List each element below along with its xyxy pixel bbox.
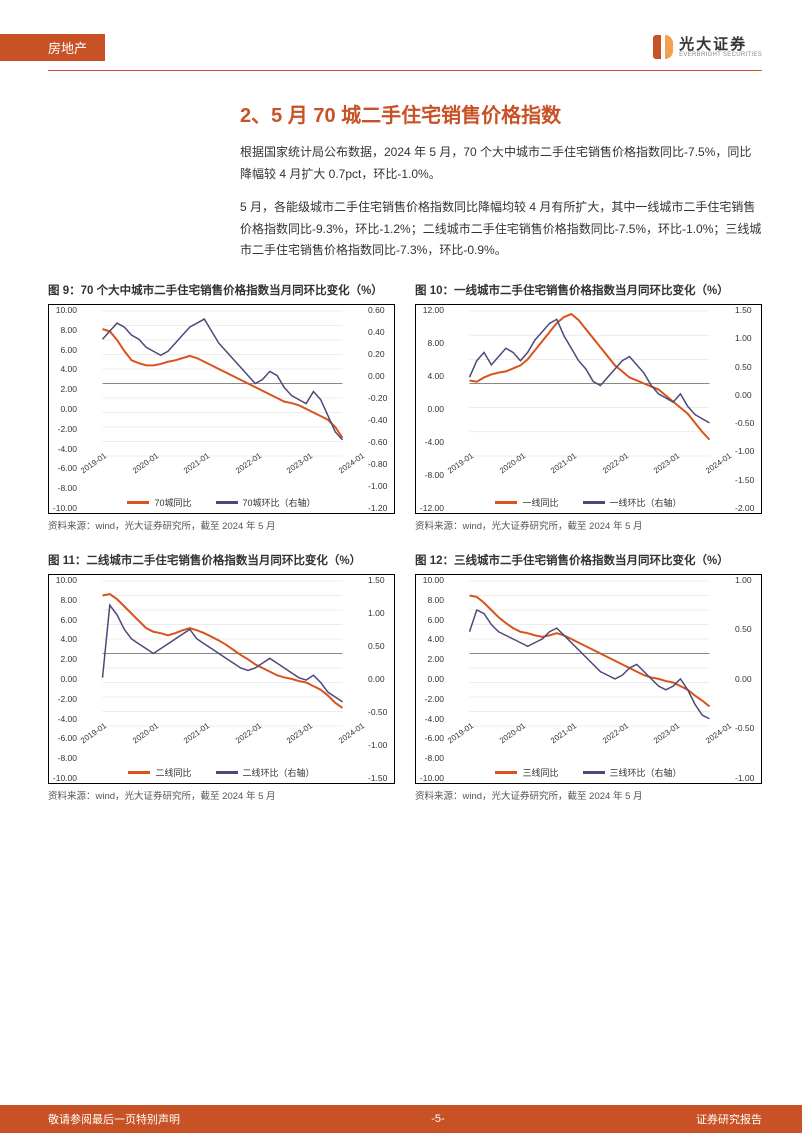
legend-swatch — [495, 501, 517, 504]
chart-title: 图 9：70 个大中城市二手住宅销售价格指数当月同环比变化（%） — [48, 282, 395, 298]
legend-item: 三线环比（右轴） — [583, 766, 682, 779]
legend-swatch — [216, 771, 238, 774]
legend-label: 二线同比 — [155, 766, 191, 779]
chart-box: 10.008.006.004.002.000.00-2.00-4.00-6.00… — [415, 574, 762, 784]
legend-swatch — [216, 501, 238, 504]
chart-legend: 一线同比 一线环比（右轴） — [416, 496, 761, 509]
logo-icon — [653, 35, 673, 59]
charts-grid: 图 9：70 个大中城市二手住宅销售价格指数当月同环比变化（%） 10.008.… — [0, 274, 802, 802]
logo-text-cn: 光大证券 — [679, 37, 762, 52]
chart-legend: 二线同比 二线环比（右轴） — [49, 766, 394, 779]
legend-item: 70城环比（右轴） — [216, 496, 316, 509]
chart-block-12: 图 12：三线城市二手住宅销售价格指数当月同环比变化（%） 10.008.006… — [415, 552, 762, 802]
legend-swatch — [583, 501, 605, 504]
legend-swatch — [495, 771, 517, 774]
legend-swatch — [128, 771, 150, 774]
legend-label: 三线同比 — [522, 766, 558, 779]
y-axis-right: 1.501.000.500.00-0.50-1.00-1.50 — [368, 575, 392, 783]
section-title: 2、5 月 70 城二手住宅销售价格指数 — [240, 99, 762, 128]
legend-item: 二线环比（右轴） — [216, 766, 315, 779]
legend-item: 70城同比 — [127, 496, 191, 509]
legend-label: 70城环比（右轴） — [243, 496, 316, 509]
x-axis-labels: 2019-012020-012021-012022-012023-012024-… — [79, 738, 366, 747]
x-axis-labels: 2019-012020-012021-012022-012023-012024-… — [79, 468, 366, 477]
chart-legend: 70城同比 70城环比（右轴） — [49, 496, 394, 509]
legend-swatch — [127, 501, 149, 504]
x-axis-labels: 2019-012020-012021-012022-012023-012024-… — [446, 468, 733, 477]
chart-source: 资料来源：wind，光大证券研究所，截至 2024 年 5 月 — [48, 518, 395, 532]
chart-box: 12.008.004.000.00-4.00-8.00-12.00 1.501.… — [415, 304, 762, 514]
y-axis-left: 12.008.004.000.00-4.00-8.00-12.00 — [418, 305, 444, 513]
chart-source: 资料来源：wind，光大证券研究所，截至 2024 年 5 月 — [415, 788, 762, 802]
chart-plot-area — [83, 581, 362, 726]
chart-title: 图 12：三线城市二手住宅销售价格指数当月同环比变化（%） — [415, 552, 762, 568]
x-axis-labels: 2019-012020-012021-012022-012023-012024-… — [446, 738, 733, 747]
legend-label: 一线同比 — [522, 496, 558, 509]
y-axis-right: 1.501.000.500.00-0.50-1.00-1.50-2.00 — [735, 305, 759, 513]
paragraph-1: 根据国家统计局公布数据，2024 年 5 月，70 个大中城市二手住宅销售价格指… — [240, 142, 762, 185]
legend-label: 二线环比（右轴） — [243, 766, 315, 779]
y-axis-left: 10.008.006.004.002.000.00-2.00-4.00-6.00… — [51, 575, 77, 783]
header-divider — [48, 70, 762, 71]
chart-title: 图 10：一线城市二手住宅销售价格指数当月同环比变化（%） — [415, 282, 762, 298]
page-header: 房地产 光大证券 EVERBRIGHT SECURITIES — [0, 0, 802, 70]
legend-item: 一线环比（右轴） — [583, 496, 682, 509]
legend-item: 三线同比 — [495, 766, 558, 779]
y-axis-right: 0.600.400.200.00-0.20-0.40-0.60-0.80-1.0… — [368, 305, 392, 513]
category-tag: 房地产 — [0, 34, 105, 61]
legend-label: 三线环比（右轴） — [610, 766, 682, 779]
legend-swatch — [583, 771, 605, 774]
y-axis-left: 10.008.006.004.002.000.00-2.00-4.00-6.00… — [418, 575, 444, 783]
chart-source: 资料来源：wind，光大证券研究所，截至 2024 年 5 月 — [415, 518, 762, 532]
chart-plot-area — [450, 311, 729, 456]
chart-plot-area — [83, 311, 362, 456]
chart-box: 10.008.006.004.002.000.00-2.00-4.00-6.00… — [48, 574, 395, 784]
legend-label: 一线环比（右轴） — [610, 496, 682, 509]
chart-block-11: 图 11：二线城市二手住宅销售价格指数当月同环比变化（%） 10.008.006… — [48, 552, 395, 802]
legend-item: 二线同比 — [128, 766, 191, 779]
legend-label: 70城同比 — [154, 496, 191, 509]
chart-title: 图 11：二线城市二手住宅销售价格指数当月同环比变化（%） — [48, 552, 395, 568]
chart-plot-area — [450, 581, 729, 726]
chart-block-10: 图 10：一线城市二手住宅销售价格指数当月同环比变化（%） 12.008.004… — [415, 282, 762, 532]
paragraph-2: 5 月，各能级城市二手住宅销售价格指数同比降幅均较 4 月有所扩大，其中一线城市… — [240, 197, 762, 262]
chart-source: 资料来源：wind，光大证券研究所，截至 2024 年 5 月 — [48, 788, 395, 802]
footer-left: 敬请参阅最后一页特别声明 — [48, 1111, 180, 1127]
y-axis-right: 1.000.500.00-0.50-1.00 — [735, 575, 759, 783]
brand-logo: 光大证券 EVERBRIGHT SECURITIES — [653, 35, 762, 59]
y-axis-left: 10.008.006.004.002.000.00-2.00-4.00-6.00… — [51, 305, 77, 513]
page-footer: 敬请参阅最后一页特别声明 -5- 证券研究报告 — [0, 1105, 802, 1133]
footer-right: 证券研究报告 — [696, 1111, 762, 1127]
chart-legend: 三线同比 三线环比（右轴） — [416, 766, 761, 779]
chart-box: 10.008.006.004.002.000.00-2.00-4.00-6.00… — [48, 304, 395, 514]
chart-block-9: 图 9：70 个大中城市二手住宅销售价格指数当月同环比变化（%） 10.008.… — [48, 282, 395, 532]
legend-item: 一线同比 — [495, 496, 558, 509]
footer-center: -5- — [431, 1113, 444, 1125]
logo-text-en: EVERBRIGHT SECURITIES — [679, 52, 762, 58]
